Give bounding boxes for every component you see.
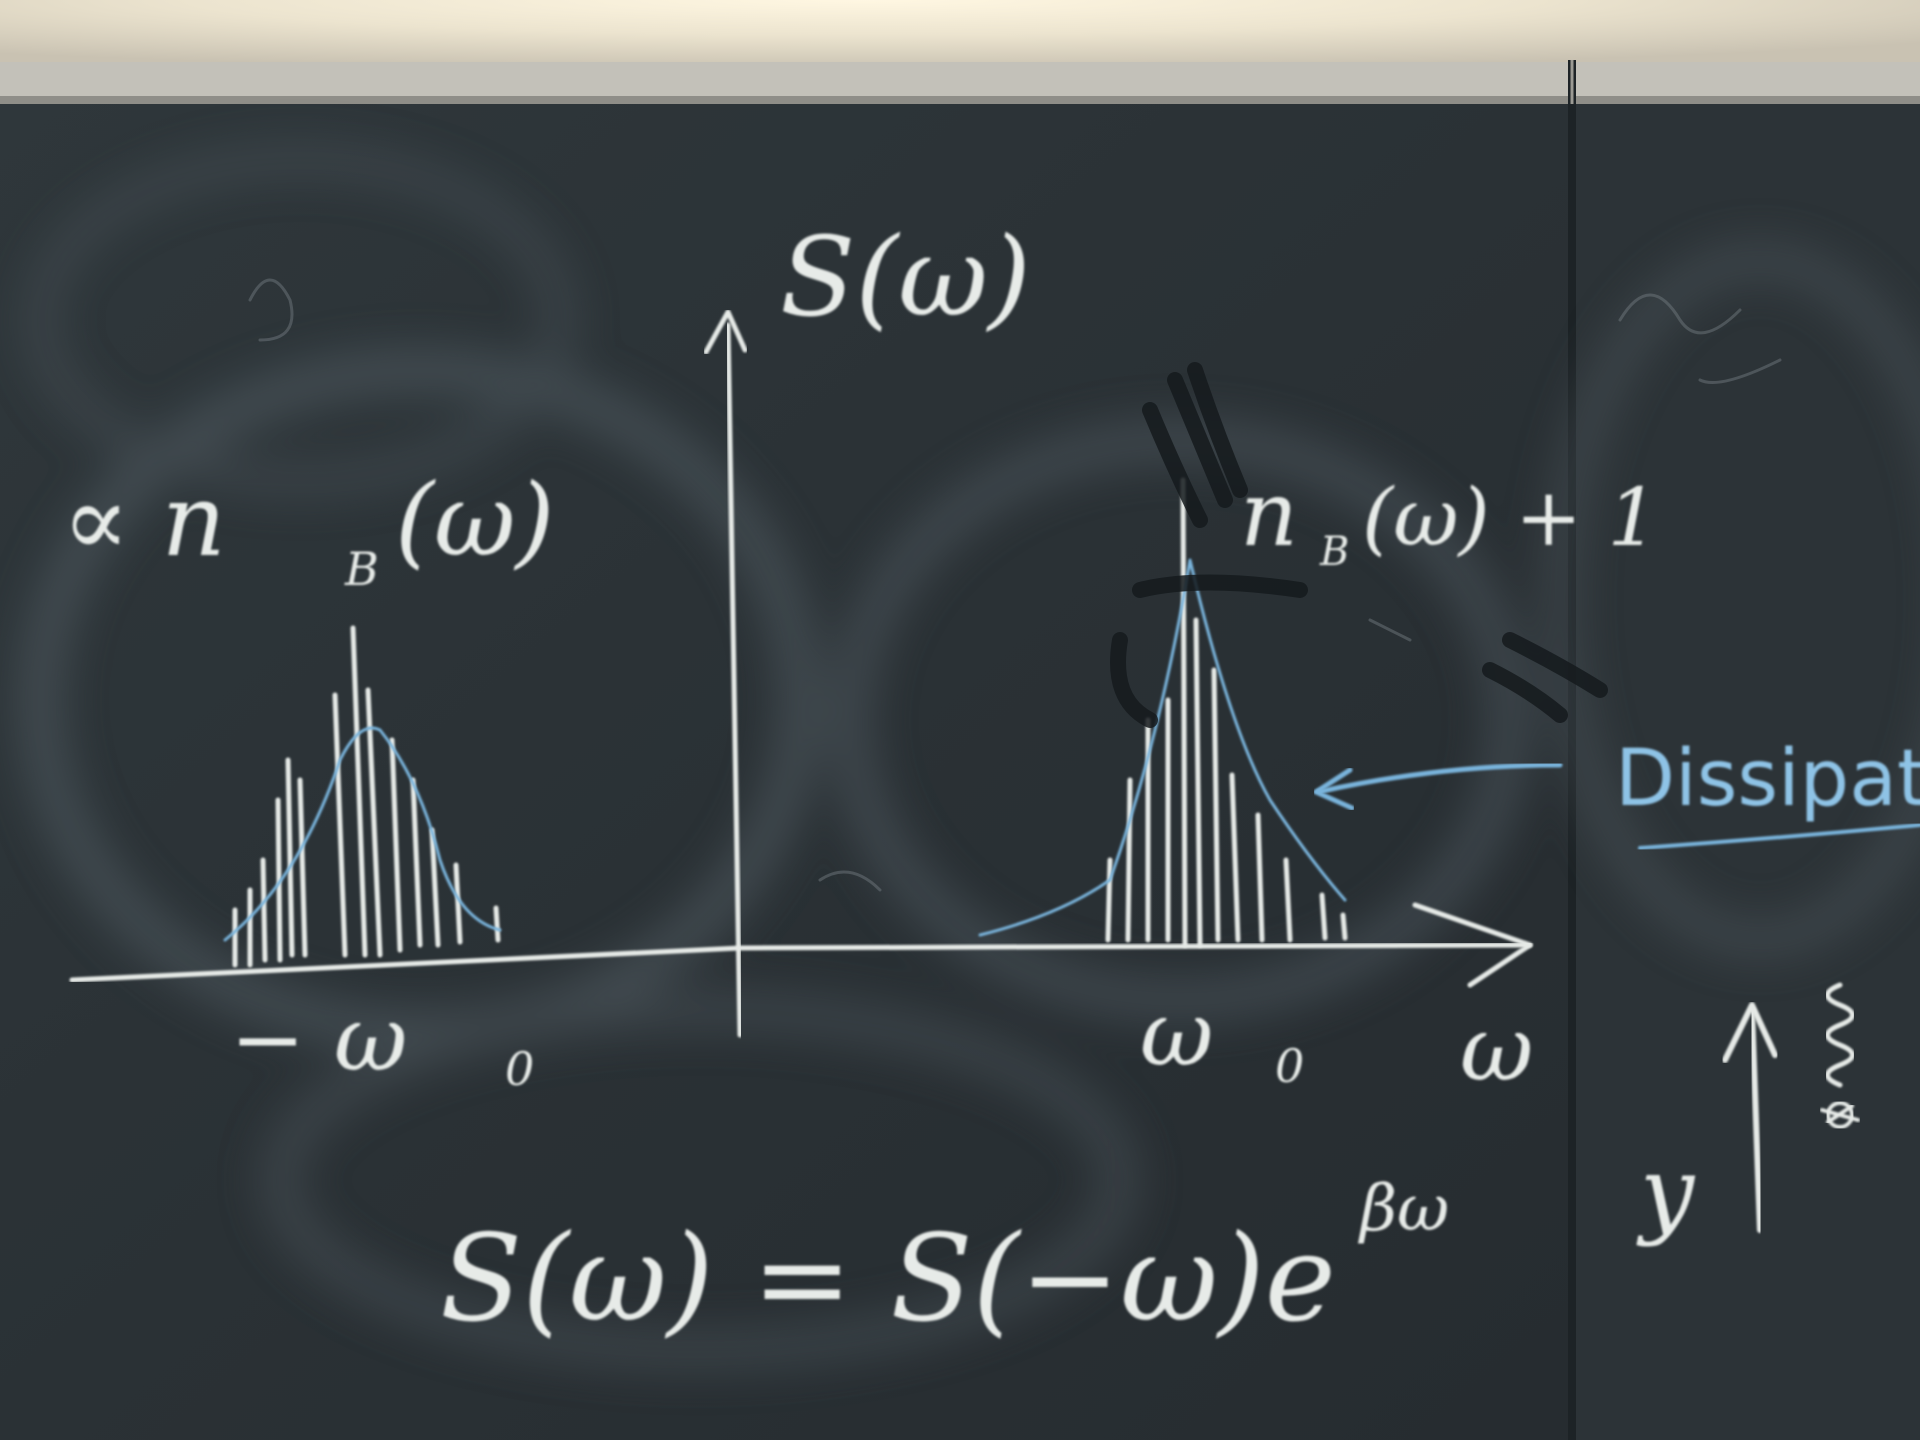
board-top-rail xyxy=(0,62,1920,102)
positive-frequency-label: ω 0 xyxy=(1140,982,1304,1093)
left-spectral-peaks xyxy=(232,625,501,968)
svg-text:(ω) + 1: (ω) + 1 xyxy=(1362,471,1658,564)
svg-text:0: 0 xyxy=(505,1042,534,1096)
dissipation-underline xyxy=(1638,823,1920,850)
plot-title-label: S(ω) xyxy=(780,213,1031,341)
detailed-balance-equation: S(ω) = S(−ω)e βω xyxy=(440,1172,1449,1349)
svg-text:B: B xyxy=(344,542,379,596)
svg-text:y: y xyxy=(1636,1136,1696,1248)
faint-erased-marks xyxy=(248,278,1782,892)
side-note-text: Dissipat xyxy=(1615,734,1920,824)
dissipation-arrow xyxy=(1313,762,1563,811)
svg-text:βω: βω xyxy=(1358,1172,1449,1246)
right-panel-sketch: y xyxy=(1636,982,1860,1248)
svg-text:B: B xyxy=(1319,529,1349,575)
right-envelope-curve xyxy=(978,558,1347,937)
svg-text:0: 0 xyxy=(1275,1039,1304,1093)
svg-text:− ω: − ω xyxy=(230,987,407,1092)
black-scribble-marks xyxy=(1110,362,1608,728)
negative-frequency-label: − ω 0 xyxy=(230,987,534,1096)
svg-text:(ω): (ω) xyxy=(395,462,555,579)
horizontal-axis xyxy=(69,902,1533,988)
svg-text:∝ n: ∝ n xyxy=(62,462,226,579)
right-peak-label: n B (ω) + 1 xyxy=(1240,462,1658,575)
right-spectral-peaks xyxy=(1105,477,1348,948)
svg-text:S(ω) = S(−ω)e: S(ω) = S(−ω)e xyxy=(440,1210,1336,1349)
svg-text:n: n xyxy=(1240,462,1298,567)
eraser-smudges xyxy=(20,147,1920,1367)
horizontal-axis-label: ω xyxy=(1460,997,1533,1102)
left-envelope-curve xyxy=(223,726,502,942)
svg-text:ω: ω xyxy=(1140,982,1213,1087)
left-peak-label: ∝ n B (ω) xyxy=(62,462,555,596)
vertical-axis xyxy=(703,309,748,1038)
